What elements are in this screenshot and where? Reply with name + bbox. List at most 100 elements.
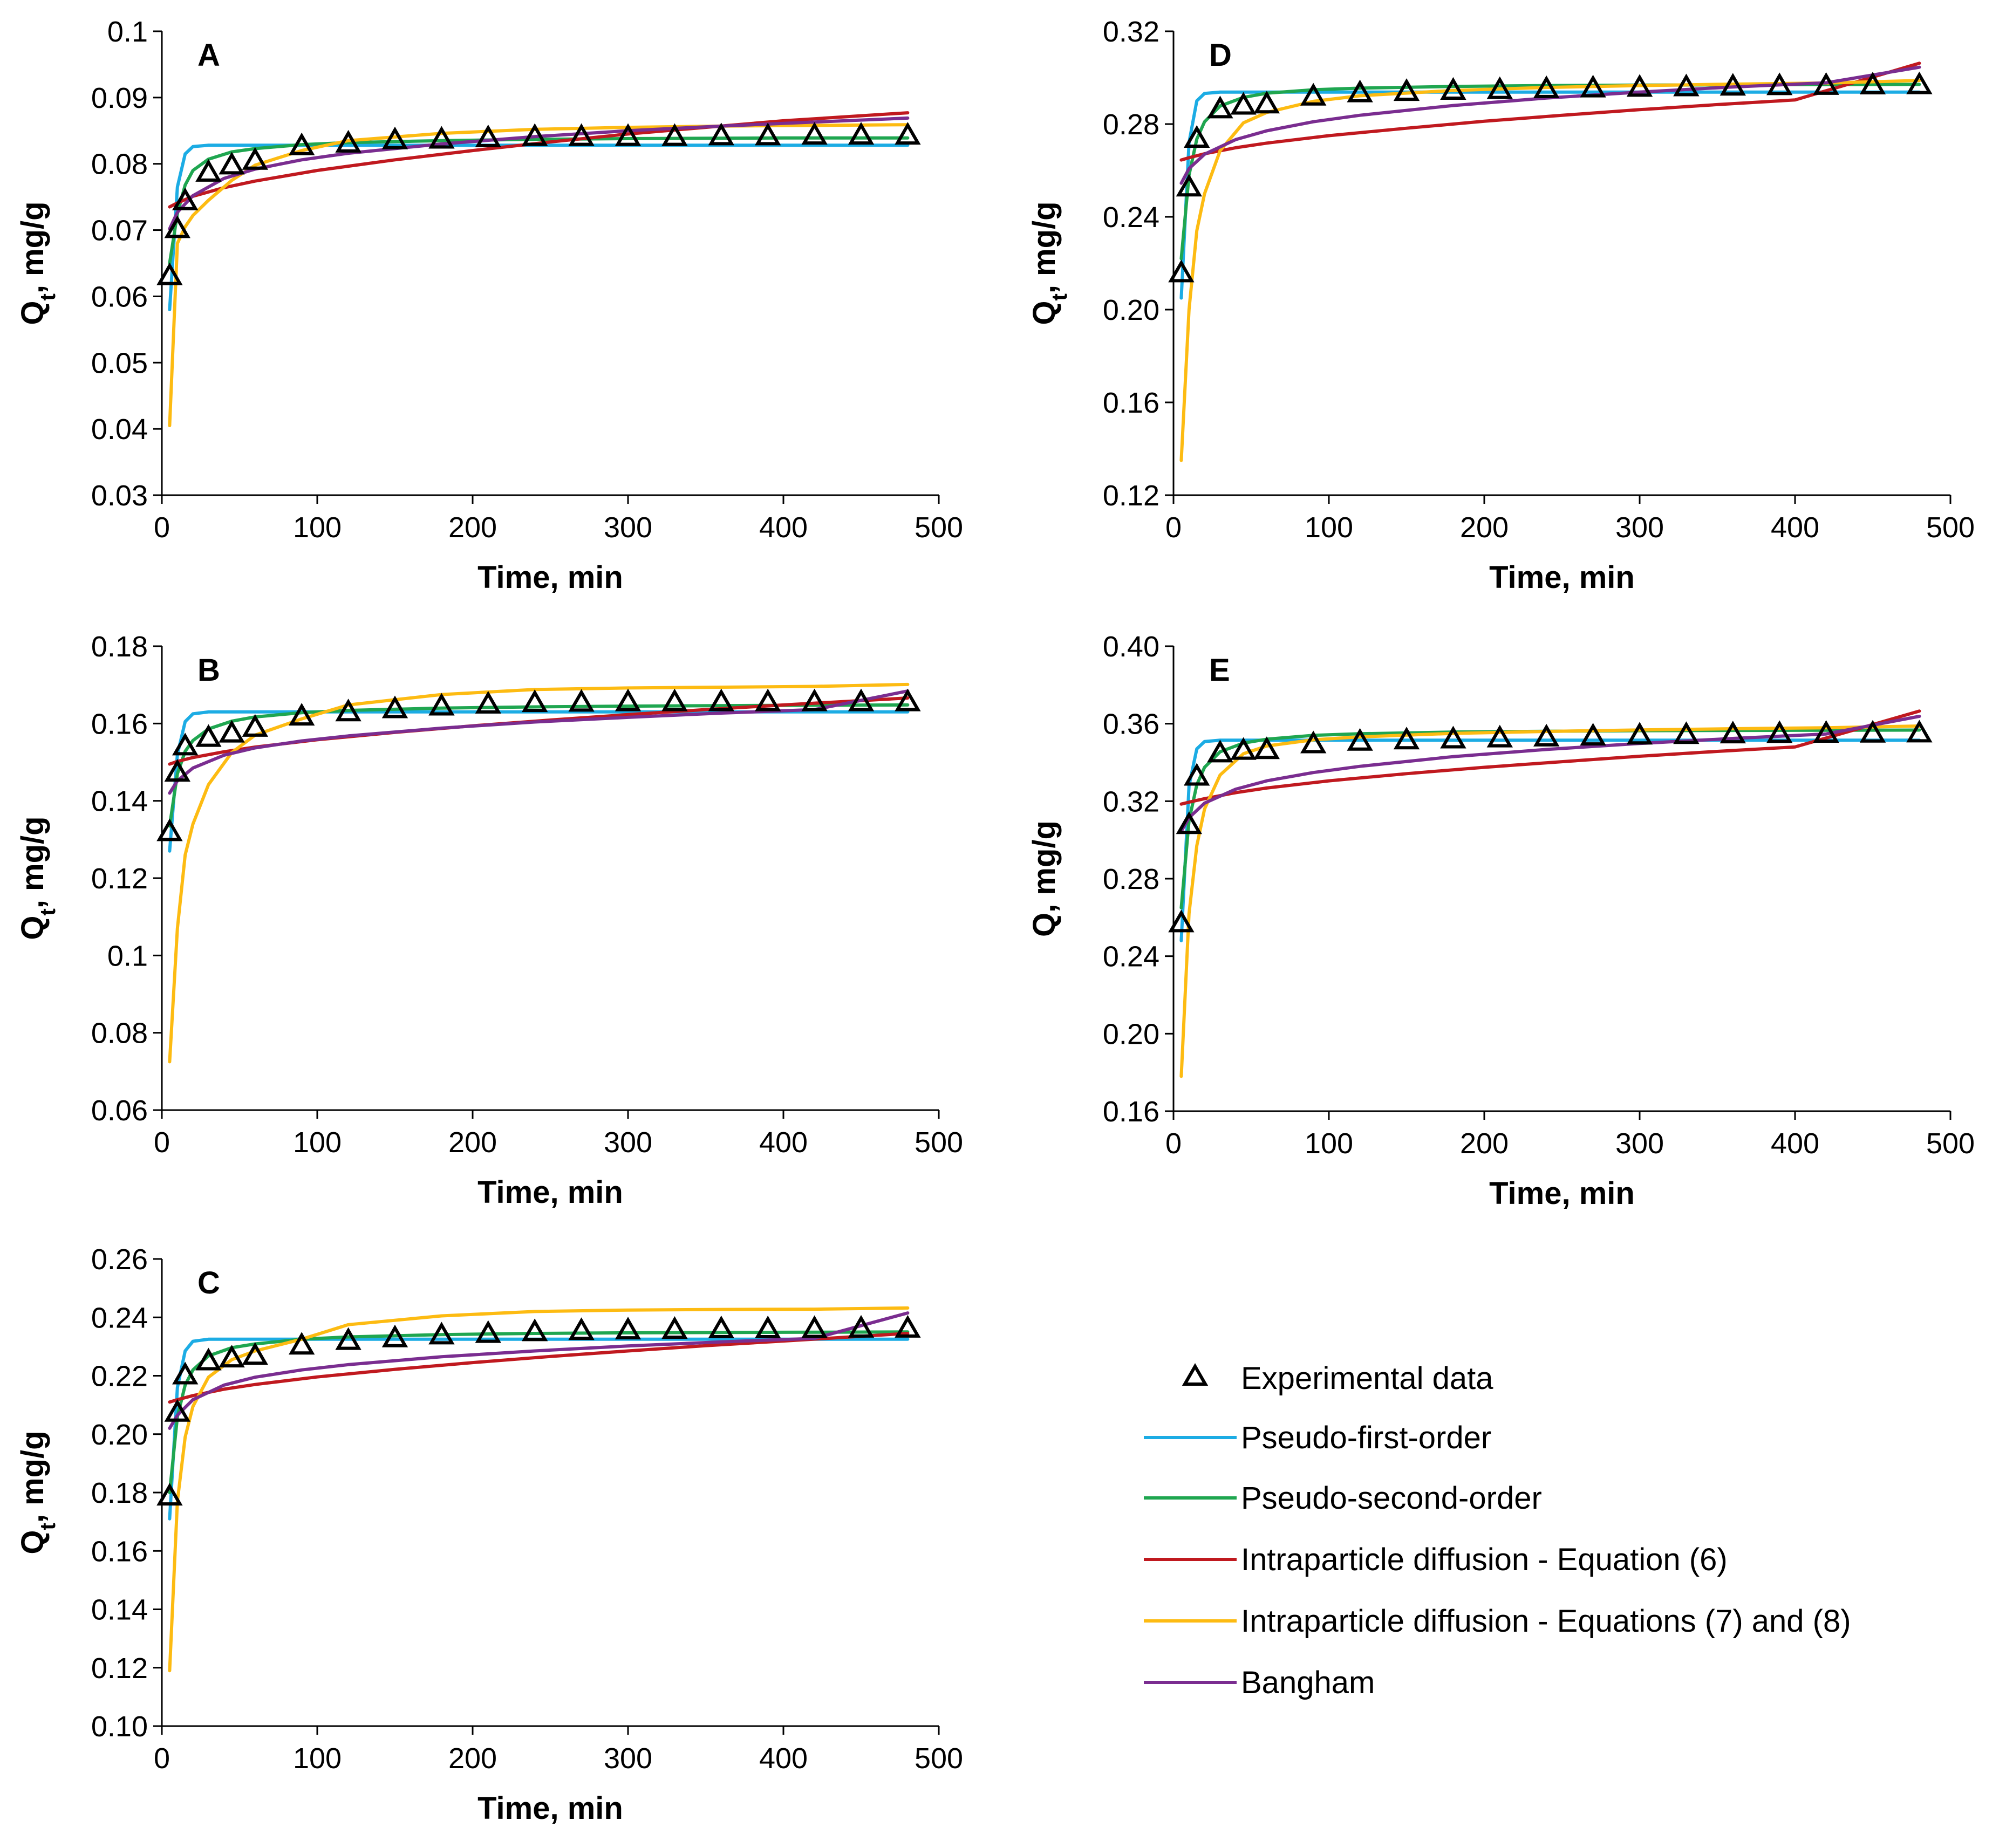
legend: Experimental data Pseudo-first-order Pse… bbox=[1144, 1361, 1851, 1700]
experimental-point bbox=[708, 122, 734, 146]
x-tick-label: 300 bbox=[604, 1126, 652, 1159]
y-tick-label: 0.1 bbox=[107, 16, 148, 48]
legend-label-bangham: Bangham bbox=[1241, 1665, 1375, 1700]
experimental-point bbox=[475, 125, 501, 148]
experimental-point bbox=[1440, 725, 1466, 749]
chart-panel-b: 0.06 0.08 0.1 0.12 0.14 0.16 0.18 0 100 200 300 400… bbox=[15, 631, 963, 1210]
experimental-point bbox=[1486, 724, 1513, 748]
experimental-point bbox=[1906, 720, 1933, 743]
y-tick-label: 0.16 bbox=[91, 1535, 148, 1568]
experimental-point bbox=[1207, 95, 1233, 119]
y-tick-label: 0.32 bbox=[1103, 16, 1159, 48]
series-line-ipd78 bbox=[168, 123, 910, 427]
experimental-point bbox=[801, 1315, 828, 1338]
series-line-bangham bbox=[168, 1311, 910, 1430]
legend-entry-bangham: Bangham bbox=[1144, 1665, 1375, 1700]
x-tick-label: 200 bbox=[448, 511, 497, 544]
experimental-point bbox=[381, 126, 408, 149]
series-line-ipd6 bbox=[168, 1332, 910, 1404]
experimental-point bbox=[1580, 723, 1606, 746]
experimental-point bbox=[219, 720, 245, 743]
experimental-point bbox=[1440, 77, 1466, 100]
x-tick-label: 200 bbox=[1460, 511, 1509, 544]
series-line-pso bbox=[1179, 83, 1921, 261]
experimental-point bbox=[1813, 720, 1839, 743]
chart-panel-c: 0.10 0.12 0.14 0.16 0.18 0.20 0.22 0.24 0.26 0 100… bbox=[15, 1243, 963, 1826]
experimental-point bbox=[801, 688, 828, 711]
y-tick-label: 0.32 bbox=[1103, 785, 1159, 818]
experimental-point bbox=[1207, 740, 1233, 763]
experimental-point bbox=[335, 129, 361, 153]
triangle-marker-icon bbox=[1182, 1363, 1209, 1386]
legend-label-ipd78: Intraparticle diffusion - Equations (7) … bbox=[1241, 1604, 1851, 1639]
legend-entry-ipd78: Intraparticle diffusion - Equations (7) … bbox=[1144, 1604, 1851, 1639]
experimental-point bbox=[1253, 91, 1280, 114]
experimental-point bbox=[1766, 720, 1793, 743]
legend-entry-pso: Pseudo-second-order bbox=[1144, 1481, 1542, 1516]
x-tick-label: 300 bbox=[604, 1742, 652, 1775]
x-tick-label: 0 bbox=[154, 511, 170, 544]
experimental-point bbox=[156, 1483, 183, 1506]
experimental-point bbox=[172, 1361, 199, 1385]
experimental-point bbox=[289, 132, 315, 155]
x-tick-label: 500 bbox=[1926, 1127, 1975, 1160]
y-tick-label: 0.06 bbox=[91, 1094, 148, 1127]
experimental-point bbox=[848, 688, 875, 711]
y-tick-label: 0.36 bbox=[1103, 708, 1159, 741]
y-tick-label: 0.26 bbox=[91, 1243, 148, 1276]
y-tick-label: 0.24 bbox=[1103, 941, 1159, 973]
x-tick-label: 400 bbox=[1771, 1127, 1819, 1160]
chart-panel-a: 0.03 0.04 0.05 0.06 0.07 0.08 0.09 0.1 0 100 200 30… bbox=[15, 16, 963, 595]
experimental-point bbox=[475, 1320, 501, 1343]
x-tick-label: 0 bbox=[154, 1742, 170, 1775]
experimental-point bbox=[475, 690, 501, 714]
experimental-point bbox=[1393, 78, 1420, 101]
y-tick-label: 0.18 bbox=[91, 1477, 148, 1509]
panel-label: D bbox=[1209, 38, 1232, 73]
y-axis-title: Qt, mg/g bbox=[15, 201, 60, 325]
x-tick-label: 100 bbox=[293, 511, 342, 544]
chart-panels: 0.030.040.050.060.070.080.090.10 100 200 30… bbox=[15, 16, 1975, 1826]
experimental-point bbox=[568, 123, 595, 146]
x-tick-label: 400 bbox=[759, 1126, 808, 1159]
y-tick-label: 0.12 bbox=[91, 863, 148, 895]
experimental-point bbox=[801, 122, 828, 145]
y-tick-label: 0.20 bbox=[91, 1419, 148, 1451]
experimental-point bbox=[1347, 79, 1373, 102]
experimental-point bbox=[615, 1317, 642, 1340]
y-tick-label: 0.40 bbox=[1103, 631, 1159, 663]
series-line-ipd6 bbox=[1179, 61, 1921, 162]
y-axis-title: Qt, mg/g bbox=[15, 1431, 60, 1554]
y-tick-label: 0.07 bbox=[91, 215, 148, 247]
y-tick-label: 0.08 bbox=[91, 1017, 148, 1050]
x-axis-title: Time, min bbox=[1489, 560, 1635, 595]
x-tick-label: 500 bbox=[915, 1742, 963, 1775]
x-axis-title: Time, min bbox=[477, 1175, 623, 1210]
x-tick-label: 300 bbox=[1615, 511, 1664, 544]
series-line-pso bbox=[168, 703, 910, 828]
experimental-point bbox=[1347, 728, 1373, 751]
series-line-ipd6 bbox=[1179, 709, 1921, 806]
experimental-point bbox=[708, 688, 734, 711]
series-line-pfo bbox=[168, 710, 910, 853]
legend-entry-pfo: Pseudo-first-order bbox=[1144, 1420, 1491, 1455]
x-axis-title: Time, min bbox=[1489, 1176, 1635, 1211]
y-tick-label: 0.06 bbox=[91, 280, 148, 313]
experimental-point bbox=[242, 147, 268, 170]
series-line-bangham bbox=[168, 689, 910, 795]
experimental-point bbox=[164, 215, 190, 238]
y-tick-label: 0.05 bbox=[91, 347, 148, 379]
experimental-point bbox=[335, 699, 361, 722]
y-tick-label: 0.10 bbox=[91, 1710, 148, 1743]
x-tick-label: 200 bbox=[1460, 1127, 1509, 1160]
x-tick-label: 0 bbox=[1165, 511, 1182, 544]
y-tick-label: 0.22 bbox=[91, 1360, 148, 1393]
panel-label: B bbox=[197, 653, 220, 688]
experimental-point bbox=[172, 187, 199, 210]
x-tick-label: 200 bbox=[448, 1126, 497, 1159]
series-line-pfo bbox=[168, 1337, 910, 1521]
experimental-point bbox=[848, 1315, 875, 1338]
experimental-point bbox=[1673, 73, 1700, 97]
experimental-point bbox=[1393, 727, 1420, 750]
x-tick-label: 500 bbox=[1926, 511, 1975, 544]
